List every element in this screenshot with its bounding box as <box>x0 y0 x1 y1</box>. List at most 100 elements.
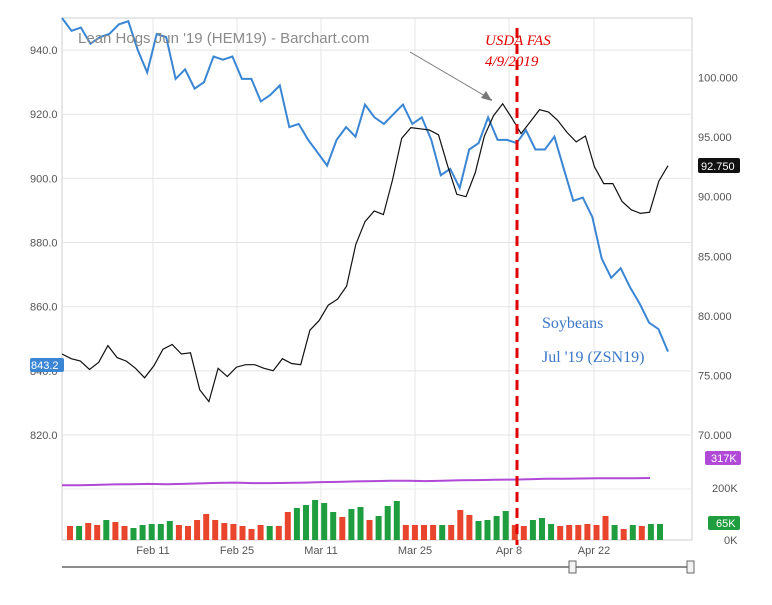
x-axis-tick: Apr 22 <box>578 545 610 557</box>
volume-bar <box>248 529 255 540</box>
left-axis-tick: 900.0 <box>30 173 58 185</box>
left-axis-tick: 860.0 <box>30 302 58 314</box>
volume-bar <box>230 524 237 540</box>
right-axis-tick: 70.000 <box>698 430 732 442</box>
plot-frame <box>61 17 693 541</box>
right-axis-labels: 100.000 95.000 90.000 85.000 80.000 75.000 70.… <box>698 73 738 442</box>
volume-bar <box>529 520 536 540</box>
soybeans-line <box>61 17 669 352</box>
volume-bar <box>330 512 337 540</box>
timeline-handle-left[interactable] <box>568 560 577 574</box>
hogs-last-value: 92.750 <box>701 161 735 173</box>
soybeans-last-value: 843.2 <box>31 360 59 372</box>
volume-bar <box>203 514 210 540</box>
right-axis-tick: 85.000 <box>698 251 732 263</box>
volume-bar <box>439 525 446 540</box>
right-axis-tick: 75.000 <box>698 370 732 382</box>
volume-bar <box>266 526 273 540</box>
volume-bar <box>484 520 491 540</box>
left-axis-tick: 920.0 <box>30 109 58 121</box>
volume-bar <box>466 515 473 540</box>
volume-bar <box>620 529 627 540</box>
volume-bar <box>239 526 246 540</box>
volume-bar <box>629 525 636 540</box>
volume-bar <box>166 521 173 540</box>
left-axis-tick: 820.0 <box>30 430 58 442</box>
volume-bar <box>366 520 373 540</box>
volume-bar <box>321 503 328 540</box>
right-axis-tick: 95.000 <box>698 132 732 144</box>
volume-bar <box>121 526 128 540</box>
volume-bar <box>194 520 201 540</box>
volume-bar <box>384 506 391 540</box>
oi-last-tag <box>705 451 741 465</box>
x-axis-tick: Mar 11 <box>304 545 337 557</box>
volume-axis-label-200k: 200K <box>712 483 738 495</box>
volume-bar <box>611 525 618 540</box>
volume-bar <box>67 526 73 540</box>
volume-bar <box>647 524 654 540</box>
volume-bar <box>284 512 291 540</box>
volume-bar <box>557 526 564 540</box>
open-interest-line <box>62 477 651 487</box>
right-axis-tick: 90.000 <box>698 192 732 204</box>
volume-bar <box>257 525 264 540</box>
x-axis-tick: Feb 25 <box>220 545 254 557</box>
volume-bar <box>148 524 155 540</box>
volume-bar <box>293 508 300 540</box>
timeline-handle-right[interactable] <box>686 560 695 574</box>
x-axis-tick: Mar 25 <box>398 545 432 557</box>
right-axis-tick: 80.000 <box>698 311 732 323</box>
volume-bar <box>221 523 228 540</box>
volume-bars <box>67 500 663 540</box>
volume-bar <box>375 516 382 540</box>
volume-bar <box>348 509 355 540</box>
lean-hogs-line <box>61 102 669 403</box>
volume-bar <box>185 526 191 540</box>
volume-bar <box>94 525 101 540</box>
x-axis-tick: Feb 11 <box>136 545 169 557</box>
left-axis-tick: 880.0 <box>30 238 58 250</box>
volume-bar <box>638 526 645 540</box>
soybeans-annotation: Soybeans <box>542 315 603 332</box>
volume-bar <box>539 518 545 540</box>
volume-bar <box>457 510 464 540</box>
volume-bar <box>566 525 573 540</box>
volume-bar <box>76 526 83 540</box>
volume-bar <box>139 525 146 540</box>
volume-bar <box>393 501 400 540</box>
title-arrow-head <box>481 91 492 101</box>
x-axis-tick: Apr 8 <box>496 545 522 557</box>
volume-bar <box>175 525 182 540</box>
volume-bar <box>103 520 110 540</box>
volume-bar <box>475 521 482 540</box>
volume-last-value: 65K <box>716 518 736 530</box>
volume-bar <box>584 524 591 540</box>
grid <box>61 17 693 541</box>
volume-bar <box>575 525 582 540</box>
volume-bar <box>502 511 509 540</box>
soybeans-last-tag <box>30 358 64 372</box>
volume-bar <box>411 525 418 540</box>
volume-bar <box>312 500 319 540</box>
volume-bar <box>130 528 137 540</box>
oi-last-value: 317K <box>711 453 737 465</box>
event-label-date: 4/9/2019 <box>485 54 539 70</box>
volume-bar <box>493 516 500 540</box>
volume-bar <box>339 517 346 540</box>
volume-bar <box>157 524 164 540</box>
volume-bar <box>593 525 600 540</box>
volume-bar <box>402 525 409 540</box>
x-axis-labels: Feb 11 Feb 25 Mar 11 Mar 25 Apr 8 Apr 22 <box>136 545 610 557</box>
volume-bar <box>85 523 92 540</box>
volume-bar <box>357 507 364 540</box>
volume-bar <box>511 525 518 540</box>
volume-bar <box>421 525 427 540</box>
title-arrow <box>409 51 493 101</box>
volume-bar <box>275 526 282 540</box>
volume-bar <box>448 525 455 540</box>
soybeans-contract-annotation: Jul '19 (ZSN19) <box>542 349 644 366</box>
volume-bar <box>112 522 119 540</box>
